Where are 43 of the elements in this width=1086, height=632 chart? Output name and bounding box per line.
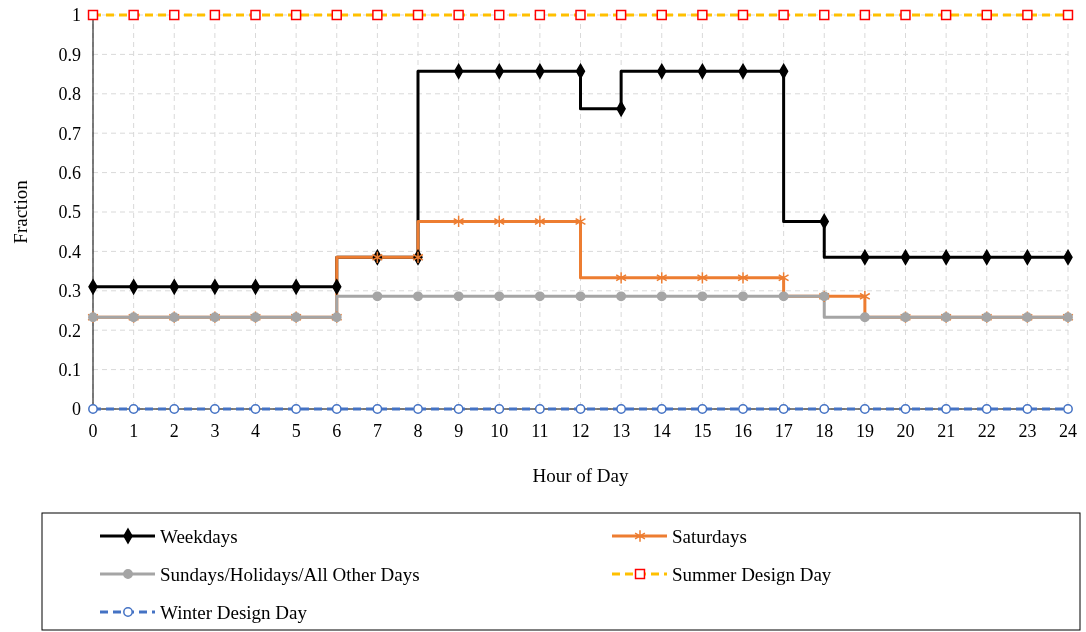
x-tick-label: 5 [291,421,301,441]
x-tick-label: 24 [1059,421,1077,441]
x-tick-label: 7 [372,421,382,441]
y-axis-title: Fraction [10,179,31,244]
x-tick-label: 16 [734,421,752,441]
y-tick-label: 0.9 [58,44,81,65]
legend-label: Weekdays [160,525,238,547]
y-tick-label: 0.1 [58,359,81,380]
x-tick-label: 4 [251,421,260,441]
x-tick-label: 1 [129,421,139,441]
x-tick-label: 19 [855,421,874,441]
y-tick-label: 0.7 [58,123,81,144]
legend-label: Winter Design Day [160,601,308,623]
x-tick-label: 6 [332,421,342,441]
y-tick-label: 0.4 [58,241,81,262]
x-tick-label: 2 [169,421,179,441]
y-tick-label: 0.3 [58,281,81,302]
x-tick-label: 17 [774,421,793,441]
x-tick-label: 20 [896,421,915,441]
x-tick-label: 22 [977,421,996,441]
x-tick-label: 10 [490,421,509,441]
x-tick-label: 9 [454,421,464,441]
legend-label: Saturdays [672,525,747,547]
x-tick-label: 18 [815,421,834,441]
x-tick-label: 14 [652,421,671,441]
x-tick-label: 15 [693,421,712,441]
x-tick-label: 23 [1018,421,1037,441]
x-tick-label: 11 [531,421,549,441]
y-tick-label: 0.2 [58,320,81,341]
x-tick-label: 3 [210,421,220,441]
y-tick-label: 0.5 [58,202,81,223]
y-tick-label: 1 [72,5,81,26]
y-tick-label: 0.6 [58,162,81,183]
legend-label: Summer Design Day [672,563,832,585]
x-tick-label: 13 [612,421,631,441]
legend-label: Sundays/Holidays/All Other Days [160,563,420,585]
x-tick-label: 8 [413,421,423,441]
x-axis-title: Hour of Day [532,465,630,486]
x-tick-label: 0 [88,421,98,441]
x-tick-label: 12 [571,421,590,441]
y-tick-label: 0 [72,399,81,420]
x-tick-label: 21 [937,421,956,441]
y-tick-label: 0.8 [58,84,81,105]
